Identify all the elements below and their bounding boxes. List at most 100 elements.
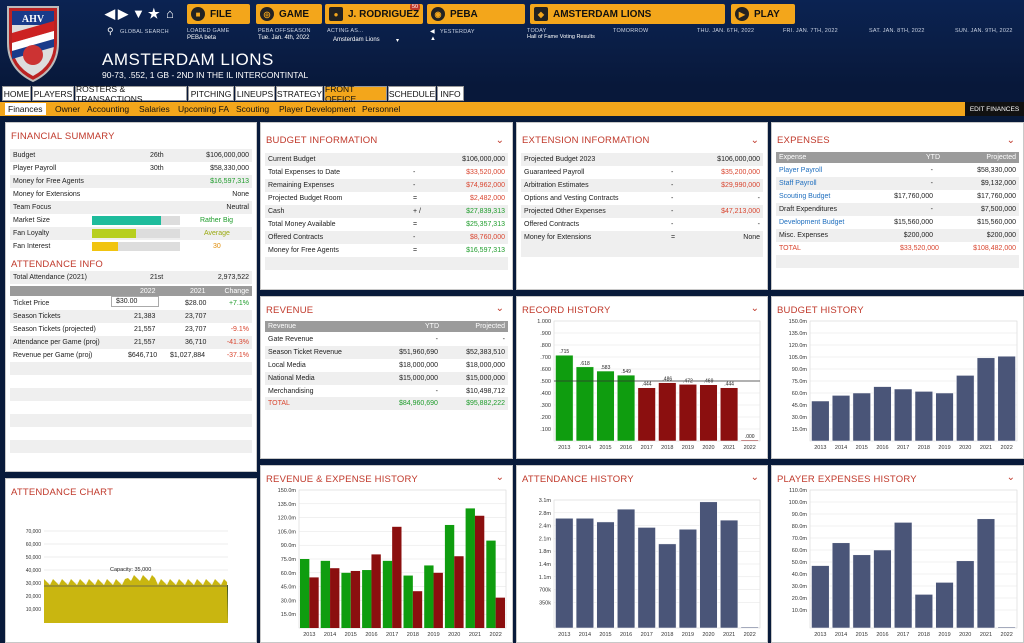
subtab-player-development[interactable]: Player Development <box>279 104 356 114</box>
table-row: Revenue per Game (proj) $646,710 $1,027,88… <box>13 352 249 359</box>
chevron-down-icon[interactable]: ⌄ <box>495 135 504 146</box>
chevron-down-icon[interactable]: ⌄ <box>495 472 504 483</box>
tab-front-office[interactable]: FRONT OFFICE <box>324 84 387 104</box>
subtab-scouting[interactable]: Scouting <box>236 104 270 114</box>
chevron-down-icon[interactable]: ⌄ <box>1006 472 1015 483</box>
x-tick-label: 2015 <box>856 445 868 451</box>
calendar-day-1[interactable]: THU. JAN. 6TH, 2022 <box>697 28 755 34</box>
tab-players[interactable]: PLAYERS <box>32 86 74 101</box>
tab-rosters[interactable]: ROSTERS & TRANSACTIONS <box>75 84 187 104</box>
today-label: TODAY <box>527 28 547 34</box>
today-event: Hall of Fame Voting Results <box>527 34 595 40</box>
tab-strategy[interactable]: STRATEGY <box>276 86 323 101</box>
tab-pitching[interactable]: PITCHING <box>188 86 234 101</box>
x-tick-label: 2015 <box>599 632 611 638</box>
chevron-down-icon[interactable]: ⌄ <box>750 472 759 483</box>
record-history-chart: 1.000 .900 .800 .700 .600 .500 .400 .300 .200 .10… <box>537 319 761 451</box>
table-row: Staff Payroll - $9,132,000 <box>776 177 1019 190</box>
bar <box>412 591 423 628</box>
subtab-owner[interactable]: Owner <box>55 104 81 114</box>
calendar-day-2[interactable]: FRI. JAN. 7TH, 2022 <box>783 28 838 34</box>
back-icon[interactable]: ◀ <box>105 6 115 21</box>
calendar-day-4[interactable]: SUN. JAN. 9TH, 2022 <box>955 28 1013 34</box>
table-row: Money for Extensions = None <box>521 231 763 244</box>
file-button[interactable]: ■ FILE <box>187 4 250 24</box>
global-search-label[interactable]: GLOBAL SEARCH <box>120 29 169 35</box>
table-row: Merchandising - $10,498,712 <box>268 388 505 395</box>
y-tick-label: 75.0m <box>281 557 297 563</box>
game-button[interactable]: ◎ GAME <box>256 4 322 24</box>
up-arrow-icon[interactable]: ▲ <box>430 36 436 42</box>
x-tick-label: 2014 <box>579 445 591 451</box>
league-button[interactable]: ◉ PEBA <box>427 4 525 24</box>
subtab-personnel[interactable]: Personnel <box>362 104 401 114</box>
data-label: .000 <box>745 434 755 440</box>
bar <box>362 570 372 628</box>
y-tick-label: 150.0m <box>789 319 808 325</box>
table-row: Projected Budget Room = $2,482,000 <box>268 195 505 202</box>
bar <box>740 439 759 442</box>
manager-button[interactable]: ● J. RODRIGUEZ <box>325 4 423 24</box>
bar <box>658 543 677 629</box>
record-history-panel: RECORD HISTORY ⌄ 1.000 .900 .800 .700 .600 .5… <box>516 296 768 459</box>
subtab-finances[interactable]: Finances <box>5 103 46 115</box>
meter-row: Fan Loyalty Average <box>10 227 252 240</box>
y-tick-label: 1.8m <box>539 549 552 555</box>
edit-finances-button[interactable]: EDIT FINANCES <box>965 102 1024 116</box>
bar <box>341 572 351 628</box>
forward-icon[interactable]: ▶ <box>118 6 128 21</box>
x-tick-label: 2016 <box>876 445 888 451</box>
play-button[interactable]: ▶ PLAY <box>731 4 795 24</box>
calendar-day-3[interactable]: SAT. JAN. 8TH, 2022 <box>869 28 925 34</box>
budget-information-panel: BUDGET INFORMATION ⌄ Current Budget $106,… <box>260 122 513 290</box>
bar <box>444 524 455 628</box>
bar <box>831 542 851 629</box>
prev-day-icon[interactable]: ◀ <box>430 29 435 35</box>
tab-info[interactable]: INFO <box>437 86 464 101</box>
y-tick-label: 20,000 <box>26 594 42 600</box>
x-tick-label: 2021 <box>469 632 481 638</box>
ticket-price-input[interactable]: $30.00 <box>111 296 159 307</box>
table-row: Offered Contracts - - <box>524 221 760 228</box>
chevron-down-icon[interactable]: ⌄ <box>750 135 759 146</box>
subtab-accounting[interactable]: Accounting <box>87 104 130 114</box>
extension-information-panel: EXTENSION INFORMATION ⌄ Projected Budget… <box>516 122 768 290</box>
chevron-down-icon[interactable]: ▾ <box>396 38 400 44</box>
bar <box>997 626 1016 629</box>
player-expenses-history-title: PLAYER EXPENSES HISTORY <box>777 474 917 485</box>
chevron-down-icon[interactable]: ⌄ <box>495 303 504 314</box>
bar <box>699 384 718 442</box>
yesterday-label[interactable]: YESTERDAY <box>440 29 475 35</box>
chevron-down-icon[interactable]: ⌄ <box>1006 135 1015 146</box>
y-tick-label: 70,000 <box>26 529 42 535</box>
tab-lineups[interactable]: LINEUPS <box>235 86 275 101</box>
search-icon[interactable]: ⚲ <box>107 26 114 36</box>
data-label: .444 <box>642 382 652 388</box>
data-label: .549 <box>621 369 631 375</box>
subtab-salaries[interactable]: Salaries <box>139 104 170 114</box>
data-label: .618 <box>580 361 590 367</box>
x-tick-label: 2016 <box>365 632 377 638</box>
league-logo-icon: ◉ <box>431 7 445 21</box>
table-row: Total Attendance (2021) 21st 2,973,522 <box>10 271 252 284</box>
x-tick-label: 2018 <box>661 445 673 451</box>
home-icon[interactable]: ⌂ <box>166 6 174 21</box>
x-tick-label: 2019 <box>427 632 439 638</box>
tab-schedule[interactable]: SCHEDULE <box>388 86 436 101</box>
y-tick-label: .700 <box>540 355 551 361</box>
expenses-total-row: TOTAL $33,520,000 $108,482,000 <box>779 245 1016 252</box>
acting-select[interactable]: Amsterdam Lions <box>333 37 380 43</box>
x-tick-label: 2022 <box>1001 632 1013 638</box>
dropdown-icon[interactable]: ▼ <box>132 6 145 21</box>
x-tick-label: 2020 <box>448 632 460 638</box>
tab-home[interactable]: HOME <box>2 86 31 101</box>
x-tick-label: 2014 <box>835 445 847 451</box>
team-button[interactable]: ◆ AMSTERDAM LIONS <box>530 4 725 24</box>
chevron-down-icon[interactable]: ⌄ <box>750 303 759 314</box>
y-tick-label: 75.0m <box>792 379 808 385</box>
star-icon[interactable]: ★ <box>148 6 160 21</box>
x-tick-label: 2021 <box>723 445 735 451</box>
subtab-upcoming-fa[interactable]: Upcoming FA <box>178 104 230 114</box>
table-row: Cash + / $27,839,313 <box>265 205 508 218</box>
x-tick-label: 2018 <box>407 632 419 638</box>
